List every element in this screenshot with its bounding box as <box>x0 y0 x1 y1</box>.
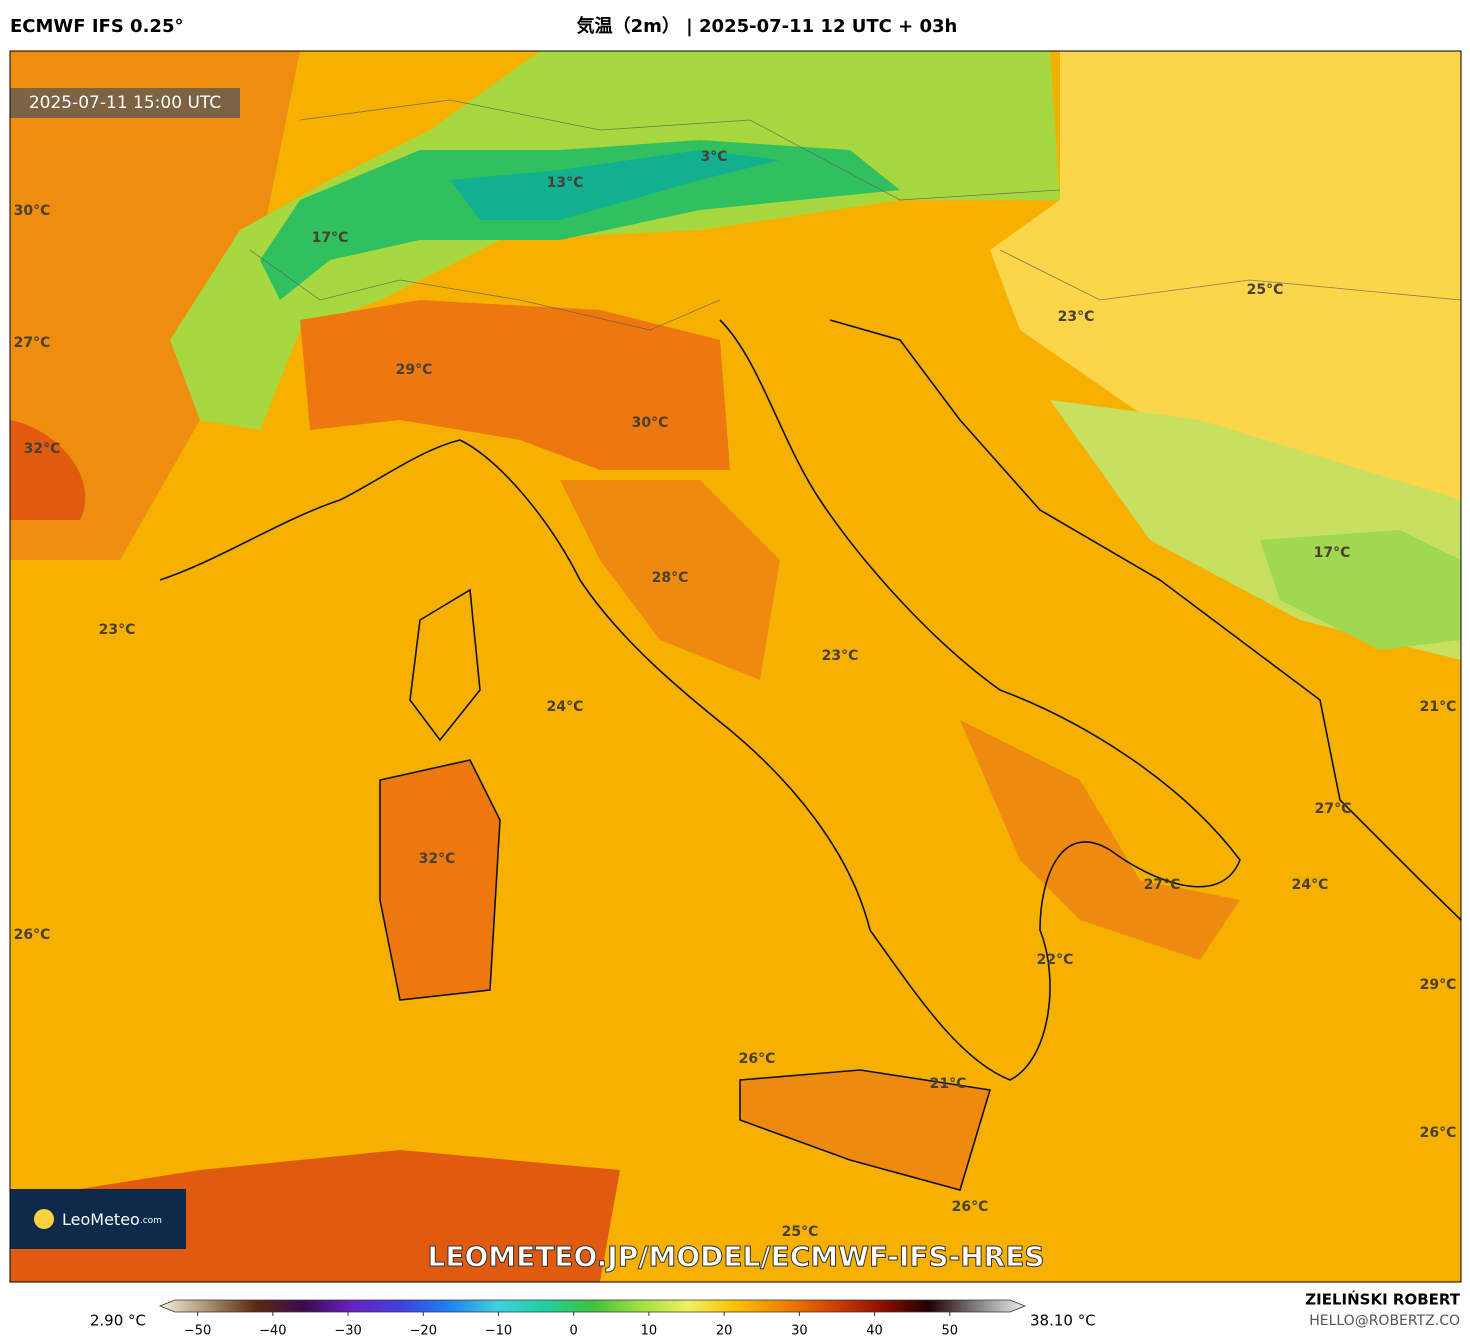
colorbar-tick-label: 30 <box>791 1324 808 1339</box>
colorbar-tick-label: 40 <box>866 1324 883 1339</box>
temperature-label: 27°C <box>1144 877 1181 893</box>
colorbar-tick-label: 50 <box>942 1324 959 1339</box>
temperature-label: 17°C <box>312 230 349 246</box>
temperature-label: 27°C <box>14 335 51 351</box>
temperature-label: 26°C <box>952 1199 989 1215</box>
colorbar-tick-label: −40 <box>259 1324 286 1339</box>
temperature-label: 25°C <box>782 1224 819 1240</box>
temperature-label: 23°C <box>99 622 136 638</box>
logo-suffix: .com <box>140 1216 162 1226</box>
colorbar-max: 38.10 °C <box>1030 1312 1096 1330</box>
colorbar-tick-label: −10 <box>485 1324 512 1339</box>
logo-name: LeoMeteo <box>62 1210 140 1229</box>
colorbar-tick-label: 20 <box>716 1324 733 1339</box>
colorbar-tick-label: 10 <box>641 1324 658 1339</box>
temperature-label: 32°C <box>24 441 61 457</box>
map-title: 気温（2m） | 2025-07-11 12 UTC + 03h <box>577 15 958 37</box>
author: ZIELIŃSKI ROBERT <box>1305 1290 1460 1309</box>
temperature-label: 26°C <box>1420 1125 1457 1141</box>
temperature-label: 30°C <box>632 415 669 431</box>
temperature-label: 17°C <box>1314 545 1351 561</box>
temperature-label: 24°C <box>1292 877 1329 893</box>
watermark: LEOMETEO.JP/MODEL/ECMWF-IFS-HRES <box>427 1240 1044 1273</box>
temperature-label: 29°C <box>1420 977 1457 993</box>
temperature-label: 28°C <box>652 570 689 586</box>
logo: LeoMeteo.com <box>62 1210 162 1229</box>
temperature-label: 3°C <box>700 149 727 165</box>
temperature-label: 21°C <box>1420 699 1457 715</box>
temperature-label: 29°C <box>396 362 433 378</box>
temperature-label: 26°C <box>739 1051 776 1067</box>
colorbar <box>158 1299 1027 1313</box>
temperature-label: 13°C <box>547 175 584 191</box>
temperature-label: 30°C <box>14 203 51 219</box>
temperature-label: 21°C <box>930 1076 967 1092</box>
colorbar-tick-label: −50 <box>184 1324 211 1339</box>
map: 2025-07-11 15:00 UTC 3°C 13°C 17°C 30°C 27°C… <box>10 51 1461 1282</box>
temperature-label: 22°C <box>1037 952 1074 968</box>
temperature-label: 23°C <box>1058 309 1095 325</box>
temperature-label: 24°C <box>547 699 584 715</box>
model-name: ECMWF IFS 0.25° <box>10 16 183 37</box>
colorbar-tick-label: −30 <box>334 1324 361 1339</box>
contact: HELLO@ROBERTZ.CO <box>1309 1313 1460 1329</box>
temperature-label: 26°C <box>14 927 51 943</box>
temperature-label: 23°C <box>822 648 859 664</box>
temperature-label: 27°C <box>1315 801 1352 817</box>
valid-time: 2025-07-11 15:00 UTC <box>29 93 221 113</box>
colorbar-min: 2.90 °C <box>90 1312 146 1330</box>
temperature-label: 25°C <box>1247 282 1284 298</box>
colorbar-tick-label: 0 <box>570 1324 578 1339</box>
temperature-label: 32°C <box>419 851 456 867</box>
colorbar-tick-label: −20 <box>410 1324 437 1339</box>
